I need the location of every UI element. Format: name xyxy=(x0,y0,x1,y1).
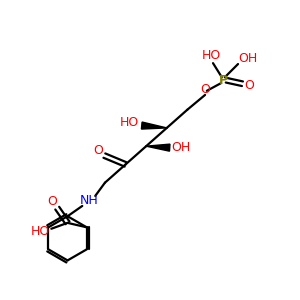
Text: P: P xyxy=(219,74,228,87)
Polygon shape xyxy=(146,144,170,151)
Text: O: O xyxy=(94,144,103,157)
Text: O: O xyxy=(47,195,57,208)
Text: OH: OH xyxy=(238,52,257,64)
Text: OH: OH xyxy=(171,141,190,154)
Text: O: O xyxy=(244,79,254,92)
Text: O: O xyxy=(200,83,210,96)
Polygon shape xyxy=(141,122,167,129)
Text: HO: HO xyxy=(31,225,50,238)
Text: NH: NH xyxy=(80,194,98,207)
Text: HO: HO xyxy=(202,49,221,62)
Text: HO: HO xyxy=(120,116,139,129)
